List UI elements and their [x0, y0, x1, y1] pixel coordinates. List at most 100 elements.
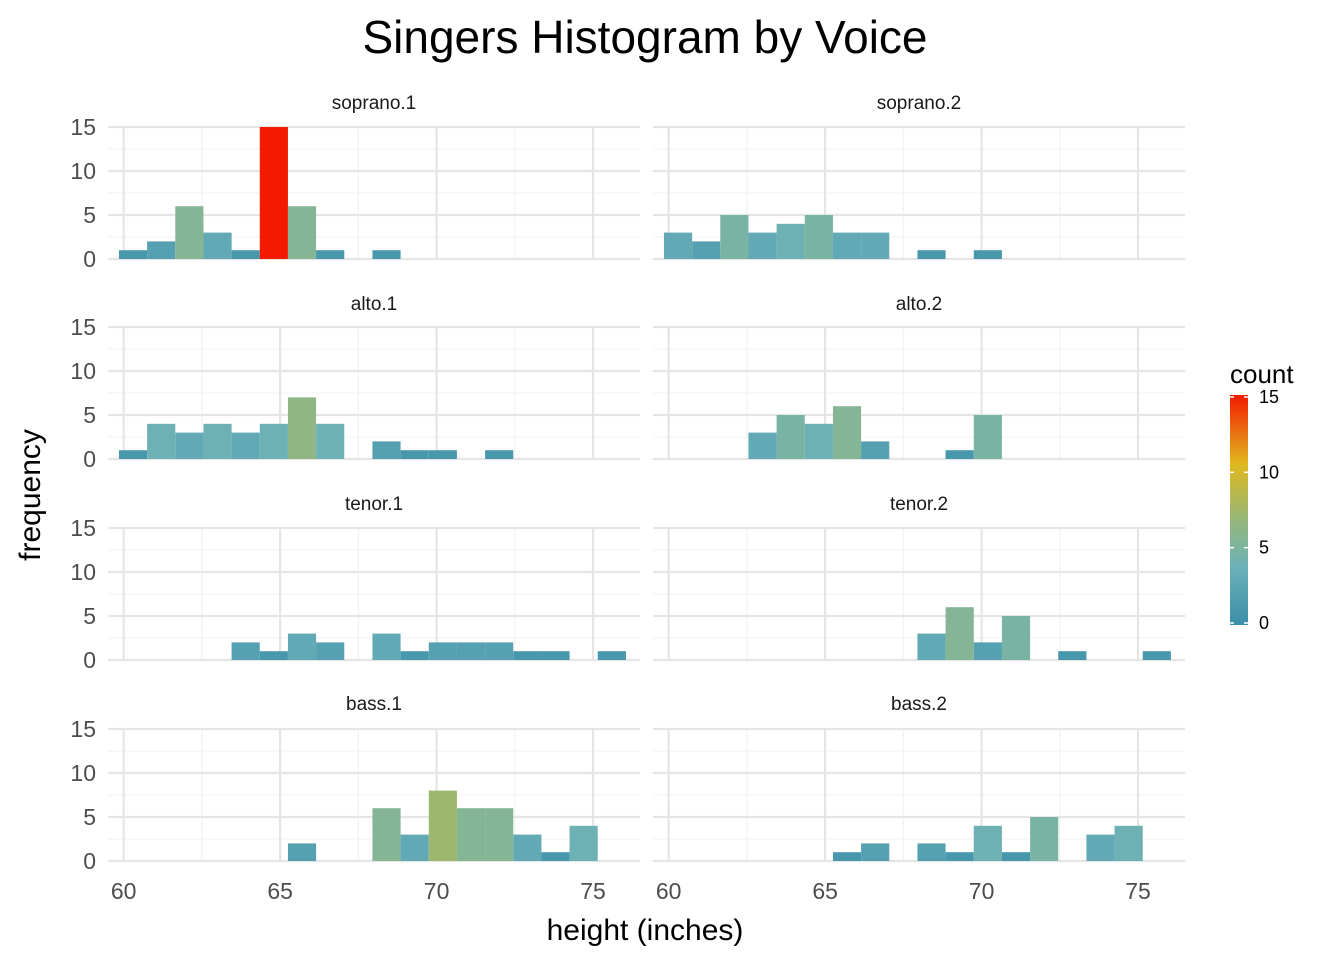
histogram-bar: [118, 250, 148, 259]
histogram-bar: [832, 232, 862, 259]
x-tick-label: 65: [812, 878, 838, 904]
y-tick-label: 15: [70, 314, 96, 340]
histogram-bar: [175, 206, 204, 259]
y-tick-label: 5: [83, 402, 96, 428]
y-tick-label: 10: [70, 559, 96, 585]
histogram-bar: [456, 808, 486, 861]
histogram-bar: [118, 450, 148, 459]
color-legend: count 0 5 10 15: [1230, 359, 1294, 633]
histogram-bar: [400, 651, 429, 660]
x-tick-label: 75: [580, 878, 606, 904]
legend-tick-label: 15: [1259, 387, 1279, 407]
histogram-bar: [861, 843, 890, 861]
y-tick-label: 0: [83, 446, 96, 472]
histogram-bar: [400, 834, 429, 861]
x-axis-title: height (inches): [547, 914, 744, 947]
histogram-bar: [945, 607, 974, 660]
x-tick-label: 75: [1125, 878, 1151, 904]
histogram-bar: [748, 432, 777, 459]
histogram-bar: [541, 651, 570, 660]
histogram-bar: [287, 843, 317, 861]
y-tick-label: 0: [83, 848, 96, 874]
histogram-bar: [1001, 852, 1031, 861]
histogram-bar: [804, 423, 833, 459]
histogram-bar: [513, 834, 542, 861]
x-tick-label: 70: [424, 878, 450, 904]
histogram-bar: [663, 232, 693, 259]
legend-title: count: [1230, 359, 1294, 389]
x-tick-label: 65: [267, 878, 293, 904]
histogram-bar: [1142, 651, 1171, 660]
panel-soprano-1: soprano.1 0 5 10 15: [70, 93, 640, 272]
histogram-bar: [259, 423, 288, 459]
panel-bass-2: bass.2 60 65 70 75: [653, 694, 1185, 904]
histogram-bar: [569, 825, 598, 861]
y-tick-label: 0: [83, 246, 96, 272]
histogram-bar: [832, 852, 862, 861]
histogram-bar: [973, 825, 1002, 861]
histogram-bar: [400, 450, 429, 459]
y-tick-label: 10: [70, 158, 96, 184]
histogram-bar: [456, 642, 486, 660]
histogram-bar: [945, 450, 974, 459]
histogram-bar: [287, 206, 317, 259]
legend-tick-label: 0: [1259, 613, 1269, 633]
histogram-bar: [316, 250, 345, 259]
y-tick-label: 5: [83, 603, 96, 629]
facet-strip-label: soprano.1: [332, 93, 417, 114]
histogram-bar: [316, 642, 345, 660]
histogram-bar: [203, 423, 232, 459]
panel-alto-2: alto.2: [653, 294, 1185, 461]
histogram-bar: [917, 843, 946, 861]
panel-soprano-2: soprano.2: [653, 93, 1185, 261]
histogram-bar: [945, 852, 974, 861]
x-tick-label: 60: [656, 878, 682, 904]
y-tick-label: 15: [70, 515, 96, 541]
legend-colorbar: [1230, 395, 1248, 625]
y-tick-label: 0: [83, 647, 96, 673]
histogram-bar: [231, 642, 260, 660]
histogram-bar: [372, 250, 401, 259]
panel-tenor-2: tenor.2: [653, 494, 1185, 662]
x-tick-label: 60: [111, 878, 137, 904]
histogram-bar: [832, 406, 862, 459]
histogram-bar: [259, 651, 288, 660]
facet-strip-label: tenor.2: [890, 494, 948, 515]
histogram-bar: [428, 790, 457, 861]
histogram-bar: [1001, 616, 1031, 660]
histogram-bar: [748, 232, 777, 259]
histogram-bar: [175, 432, 204, 459]
histogram-bar: [776, 415, 805, 459]
histogram-bar: [372, 633, 401, 660]
histogram-bar: [1058, 651, 1087, 660]
histogram-bar: [804, 215, 833, 259]
histogram-bar: [316, 423, 345, 459]
y-tick-label: 10: [70, 358, 96, 384]
histogram-bar: [973, 250, 1002, 259]
histogram-bar: [776, 223, 805, 259]
histogram-bar: [485, 450, 514, 459]
facet-strip-label: alto.2: [896, 294, 942, 315]
panel-bass-1: bass.1 0 5 10 15 60 65 70 75: [70, 694, 640, 904]
legend-tick-label: 10: [1259, 462, 1279, 482]
histogram-bar: [428, 450, 457, 459]
y-tick-label: 15: [70, 114, 96, 140]
histogram-bar: [917, 250, 946, 259]
facet-strip-label: tenor.1: [345, 494, 403, 515]
histogram-bar: [917, 633, 946, 660]
histogram-bar: [287, 397, 317, 459]
y-axis-title: frequency: [14, 429, 47, 561]
facet-strip-label: bass.1: [346, 694, 402, 715]
histogram-bar: [692, 241, 721, 259]
facet-panels: soprano.1051015soprano.2alto.1051015alto…: [70, 93, 1185, 904]
panel-alto-1: alto.1 0 5 10 15: [70, 294, 640, 472]
facet-strip-label: soprano.2: [877, 93, 962, 114]
histogram-bar: [259, 127, 288, 259]
chart-title: Singers Histogram by Voice: [362, 11, 927, 63]
histogram-bar: [231, 432, 260, 459]
histogram-bar: [541, 852, 570, 861]
histogram-bar: [231, 250, 260, 259]
histogram-bar: [203, 232, 232, 259]
histogram-bar: [513, 651, 542, 660]
